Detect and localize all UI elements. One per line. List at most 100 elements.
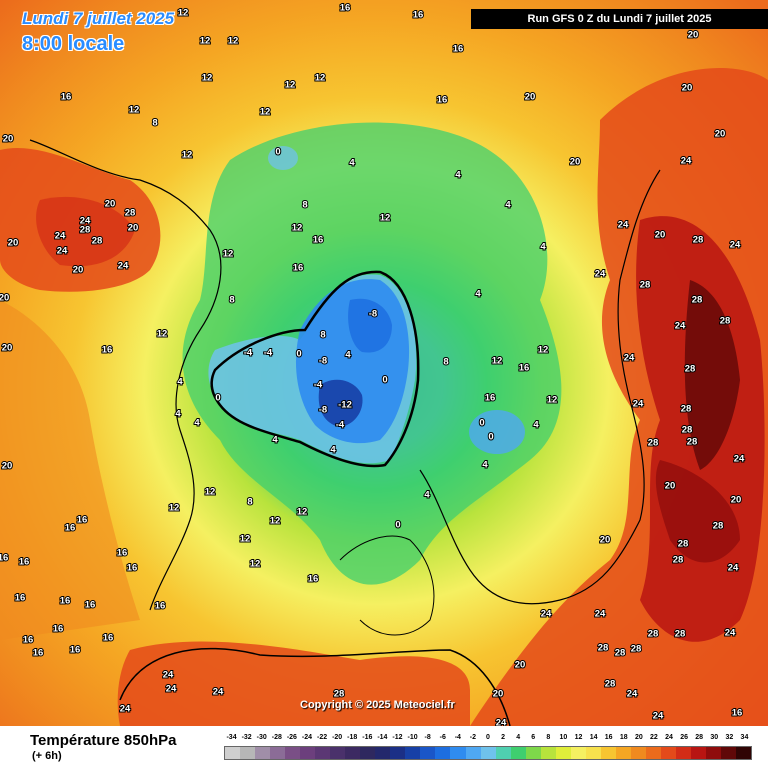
temperature-value-label: 24 [213, 687, 224, 698]
temperature-value-label: -12 [338, 400, 352, 411]
temperature-value-label: 12 [260, 107, 271, 118]
legend-swatch [570, 747, 586, 759]
temperature-value-label: 28 [631, 644, 642, 655]
temperature-value-label: 28 [648, 438, 659, 449]
very-hot-core-asia [684, 280, 740, 470]
legend-tick-label: -6 [439, 734, 446, 741]
legend-tick-label: 34 [740, 734, 749, 741]
temperature-value-label: -8 [369, 309, 377, 320]
legend-tick-label: -14 [377, 734, 388, 741]
legend-swatch [315, 747, 331, 759]
temperature-value-label: 24 [80, 216, 91, 227]
legend-swatch [540, 747, 556, 759]
temperature-value-label: 20 [493, 689, 504, 700]
temperature-value-label: 20 [105, 199, 116, 210]
legend-tick-label: -26 [286, 734, 297, 741]
legend-swatch [660, 747, 676, 759]
zero-degree-isotherm [210, 270, 420, 468]
temperature-value-label: 12 [547, 395, 558, 406]
legend-swatch [690, 747, 706, 759]
legend-swatch [706, 747, 722, 759]
temperature-value-label: 16 [127, 563, 138, 574]
temperature-value-label: 0 [275, 147, 280, 158]
temperature-value-label: -4 [314, 380, 323, 391]
temperature-value-label: 12 [270, 516, 281, 527]
temperature-value-label: 24 [725, 628, 736, 639]
temperature-map: 12 16 16 12 12 16 20 12 12 12 16 20 20 12 12 16 8 20 20 0 4 1… [0, 0, 768, 726]
legend-swatch [360, 747, 376, 759]
temperature-value-label: 8 [320, 330, 325, 341]
temperature-value-label: 8 [152, 118, 157, 129]
temperature-value-label: 0 [479, 418, 484, 429]
temperature-value-label: 12 [223, 249, 234, 260]
run-info-banner: Run GFS 0 Z du Lundi 7 juillet 2025 [471, 9, 768, 29]
temperature-value-label: 12 [169, 503, 180, 514]
temperature-value-label: 16 [15, 593, 26, 604]
temperature-value-label: 20 [525, 92, 536, 103]
temperature-value-label: 16 [732, 708, 743, 719]
copyright-notice: Copyright © 2025 Meteociel.fr [300, 699, 455, 711]
temperature-value-label: 12 [129, 105, 140, 116]
temperature-value-label: 0 [215, 393, 220, 404]
temperature-value-label: 24 [166, 684, 177, 695]
temperature-value-label: 24 [734, 454, 745, 465]
temperature-value-label: 8 [443, 357, 448, 368]
temperature-value-label: 28 [675, 629, 686, 640]
temperature-value-label: 12 [228, 36, 239, 47]
temperature-value-label: 24 [163, 670, 174, 681]
temperature-value-label: 24 [624, 353, 635, 364]
temperature-value-label: 28 [720, 316, 731, 327]
legend-tick-label: -8 [424, 734, 431, 741]
temperature-value-label: 16 [103, 633, 114, 644]
temperature-value-label: 28 [92, 236, 103, 247]
temperature-value-label: 28 [713, 521, 724, 532]
temperature-value-label: 20 [570, 157, 581, 168]
temperature-value-label: 12 [240, 534, 251, 545]
temperature-value-label: 16 [23, 635, 34, 646]
temperature-value-label: 16 [485, 393, 496, 404]
temperature-value-label: 4 [330, 445, 336, 456]
temperature-value-label: 12 [157, 329, 168, 340]
legend-swatch [736, 747, 752, 759]
legend-swatch [615, 747, 631, 759]
legend-tick-label: 14 [589, 734, 598, 741]
temperature-value-label: 12 [200, 36, 211, 47]
temperature-value-label: 0 [296, 349, 301, 360]
temperature-value-label: 16 [85, 600, 96, 611]
legend-tick-label: -10 [407, 734, 418, 741]
temperature-value-label: 4 [475, 289, 481, 300]
temperature-value-label: 24 [633, 399, 644, 410]
temperature-value-label: 16 [65, 523, 76, 534]
legend-tick-label: 6 [531, 734, 536, 741]
temperature-value-label: 16 [33, 648, 44, 659]
temperature-value-label: -8 [319, 405, 327, 416]
temperature-value-label: 20 [8, 238, 19, 249]
temperature-value-label: 28 [681, 404, 692, 415]
temperature-value-label: 24 [595, 269, 606, 280]
temperature-value-label: 16 [155, 601, 166, 612]
temperature-value-label: 24 [120, 704, 131, 715]
legend-swatch [721, 747, 737, 759]
temperature-value-label: 20 [128, 223, 139, 234]
temperature-value-label: 28 [598, 643, 609, 654]
legend-swatch [270, 747, 286, 759]
legend-swatch [585, 747, 601, 759]
legend-tick-label: -22 [316, 734, 328, 741]
temperature-value-label: 24 [541, 609, 552, 620]
temperature-value-label: 16 [413, 10, 424, 21]
very-hot-core-asia-south [655, 460, 740, 563]
temperature-value-label: 20 [731, 495, 742, 506]
temperature-value-label: 12 [292, 223, 303, 234]
legend-swatch [330, 747, 346, 759]
cold-core-north [348, 298, 392, 353]
temperature-value-label: 12 [492, 356, 503, 367]
temperature-value-label: 20 [688, 30, 699, 41]
temperature-value-label: 24 [595, 609, 606, 620]
legend-tick-label: -28 [271, 734, 282, 741]
temperature-value-label: 12 [297, 507, 308, 518]
temperature-value-label: 4 [345, 350, 351, 361]
temperature-value-label: 28 [687, 437, 698, 448]
temperature-value-label: 28 [640, 280, 651, 291]
temperature-value-label: 28 [615, 648, 626, 659]
temperature-value-label: 20 [682, 83, 693, 94]
